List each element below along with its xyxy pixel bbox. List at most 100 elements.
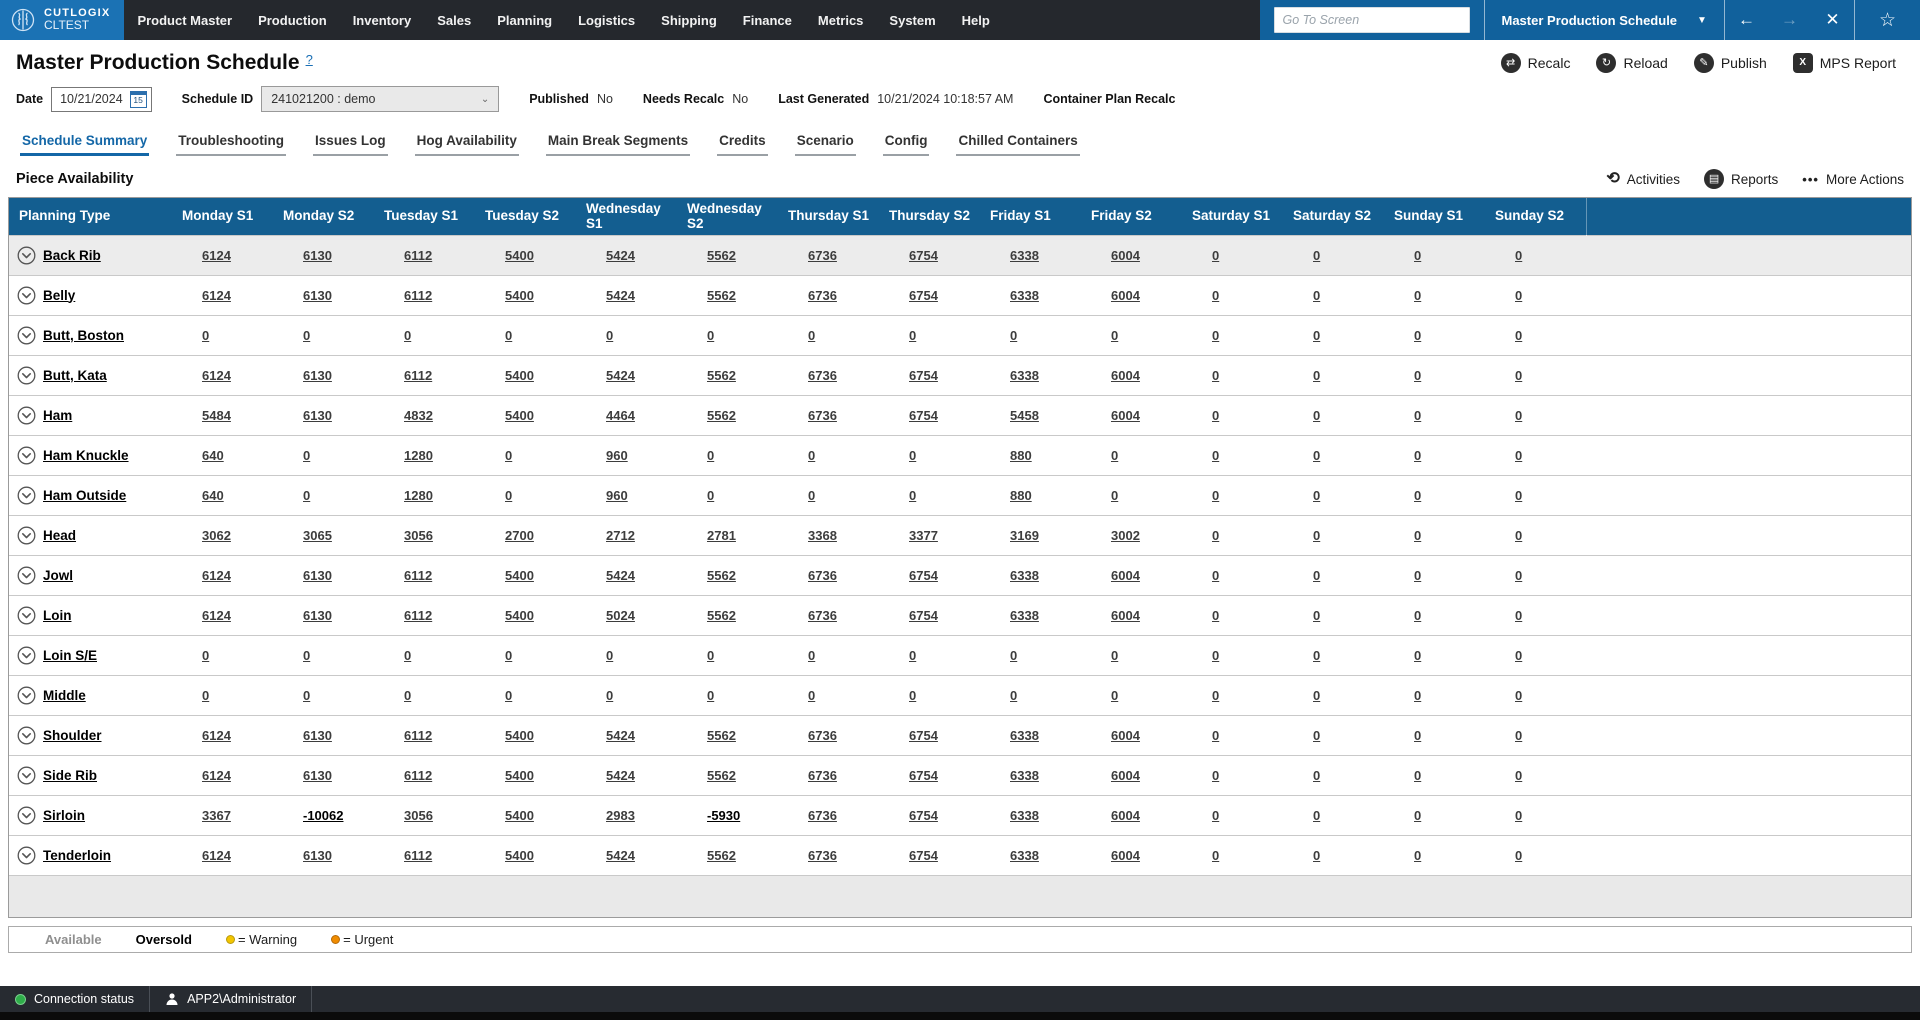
availability-link[interactable]: 6004: [1111, 248, 1140, 263]
availability-link[interactable]: 0: [505, 688, 512, 703]
availability-link[interactable]: 6130: [303, 288, 332, 303]
nav-item-planning[interactable]: Planning: [484, 0, 565, 40]
availability-link[interactable]: 0: [303, 448, 310, 463]
tab-credits[interactable]: Credits: [717, 127, 768, 156]
availability-link[interactable]: 5562: [707, 408, 736, 423]
availability-link[interactable]: 6338: [1010, 848, 1039, 863]
tab-main-break-segments[interactable]: Main Break Segments: [546, 127, 690, 156]
availability-link[interactable]: 5424: [606, 288, 635, 303]
activities-button[interactable]: ⟲Activities: [1606, 171, 1680, 187]
availability-link[interactable]: 0: [303, 688, 310, 703]
availability-link[interactable]: -10062: [303, 808, 343, 823]
availability-link[interactable]: 5400: [505, 408, 534, 423]
planning-type-link[interactable]: Middle: [43, 688, 86, 703]
availability-link[interactable]: 0: [1212, 808, 1219, 823]
availability-link[interactable]: 5424: [606, 368, 635, 383]
availability-link[interactable]: 0: [1313, 728, 1320, 743]
availability-link[interactable]: 0: [1515, 768, 1522, 783]
expand-row-icon[interactable]: [17, 326, 36, 345]
availability-link[interactable]: 960: [606, 448, 628, 463]
planning-type-link[interactable]: Ham Outside: [43, 488, 126, 503]
planning-type-link[interactable]: Ham Knuckle: [43, 448, 129, 463]
availability-link[interactable]: 2983: [606, 808, 635, 823]
availability-link[interactable]: 6754: [909, 568, 938, 583]
planning-type-link[interactable]: Butt, Kata: [43, 368, 107, 383]
availability-link[interactable]: 6004: [1111, 848, 1140, 863]
availability-link[interactable]: 6338: [1010, 808, 1039, 823]
availability-link[interactable]: 0: [1515, 248, 1522, 263]
availability-link[interactable]: 0: [707, 688, 714, 703]
planning-type-link[interactable]: Belly: [43, 288, 75, 303]
expand-row-icon[interactable]: [17, 486, 36, 505]
nav-item-help[interactable]: Help: [949, 0, 1003, 40]
availability-link[interactable]: 0: [1313, 848, 1320, 863]
availability-link[interactable]: 6130: [303, 368, 332, 383]
col-header-thursday-s2[interactable]: Thursday S2: [879, 198, 980, 235]
availability-link[interactable]: 0: [1313, 288, 1320, 303]
availability-link[interactable]: 6112: [404, 848, 432, 863]
availability-link[interactable]: 0: [404, 688, 411, 703]
expand-row-icon[interactable]: [17, 566, 36, 585]
availability-link[interactable]: 6754: [909, 408, 938, 423]
availability-link[interactable]: 0: [1313, 408, 1320, 423]
planning-type-link[interactable]: Butt, Boston: [43, 328, 124, 343]
planning-type-link[interactable]: Shoulder: [43, 728, 102, 743]
availability-link[interactable]: 640: [202, 448, 224, 463]
col-header-friday-s1[interactable]: Friday S1: [980, 198, 1081, 235]
availability-link[interactable]: 0: [1414, 408, 1421, 423]
availability-link[interactable]: 6124: [202, 848, 231, 863]
availability-link[interactable]: 2700: [505, 528, 534, 543]
availability-link[interactable]: 6338: [1010, 368, 1039, 383]
availability-link[interactable]: 0: [1515, 728, 1522, 743]
back-button[interactable]: ←: [1725, 0, 1768, 40]
availability-link[interactable]: 6124: [202, 288, 231, 303]
availability-link[interactable]: 0: [1212, 288, 1219, 303]
availability-link[interactable]: 0: [1212, 688, 1219, 703]
availability-link[interactable]: 6112: [404, 568, 432, 583]
availability-link[interactable]: 0: [1414, 568, 1421, 583]
expand-row-icon[interactable]: [17, 846, 36, 865]
availability-link[interactable]: 6754: [909, 808, 938, 823]
availability-link[interactable]: 880: [1010, 448, 1032, 463]
availability-link[interactable]: 0: [303, 328, 310, 343]
availability-link[interactable]: 5458: [1010, 408, 1039, 423]
col-header-sunday-s1[interactable]: Sunday S1: [1384, 198, 1485, 235]
availability-link[interactable]: 0: [808, 448, 815, 463]
col-header-tuesday-s1[interactable]: Tuesday S1: [374, 198, 475, 235]
availability-link[interactable]: 0: [505, 448, 512, 463]
availability-link[interactable]: 6130: [303, 728, 332, 743]
availability-link[interactable]: 0: [1414, 648, 1421, 663]
availability-link[interactable]: 6754: [909, 288, 938, 303]
availability-link[interactable]: 6130: [303, 408, 332, 423]
nav-item-production[interactable]: Production: [245, 0, 340, 40]
col-header-tuesday-s2[interactable]: Tuesday S2: [475, 198, 576, 235]
availability-link[interactable]: 5400: [505, 728, 534, 743]
availability-link[interactable]: 0: [808, 488, 815, 503]
availability-link[interactable]: 6736: [808, 248, 837, 263]
availability-link[interactable]: 6338: [1010, 728, 1039, 743]
availability-link[interactable]: 0: [1212, 528, 1219, 543]
expand-row-icon[interactable]: [17, 286, 36, 305]
availability-link[interactable]: 5562: [707, 608, 736, 623]
availability-link[interactable]: 0: [1212, 848, 1219, 863]
expand-row-icon[interactable]: [17, 806, 36, 825]
availability-link[interactable]: 0: [1212, 408, 1219, 423]
availability-link[interactable]: 0: [505, 648, 512, 663]
availability-link[interactable]: 0: [404, 328, 411, 343]
availability-link[interactable]: 0: [1212, 448, 1219, 463]
availability-link[interactable]: 0: [1313, 648, 1320, 663]
availability-link[interactable]: 0: [1313, 368, 1320, 383]
availability-link[interactable]: 0: [707, 328, 714, 343]
availability-link[interactable]: 5562: [707, 368, 736, 383]
availability-link[interactable]: 0: [1515, 688, 1522, 703]
availability-link[interactable]: 0: [808, 688, 815, 703]
mps-report-button[interactable]: XMPS Report: [1793, 53, 1896, 73]
help-link[interactable]: ?: [306, 52, 313, 67]
availability-link[interactable]: 6004: [1111, 728, 1140, 743]
tab-hog-availability[interactable]: Hog Availability: [415, 127, 519, 156]
availability-link[interactable]: 5424: [606, 728, 635, 743]
availability-link[interactable]: 5562: [707, 848, 736, 863]
col-header-sunday-s2[interactable]: Sunday S2: [1485, 198, 1586, 235]
expand-row-icon[interactable]: [17, 646, 36, 665]
availability-link[interactable]: 6124: [202, 768, 231, 783]
